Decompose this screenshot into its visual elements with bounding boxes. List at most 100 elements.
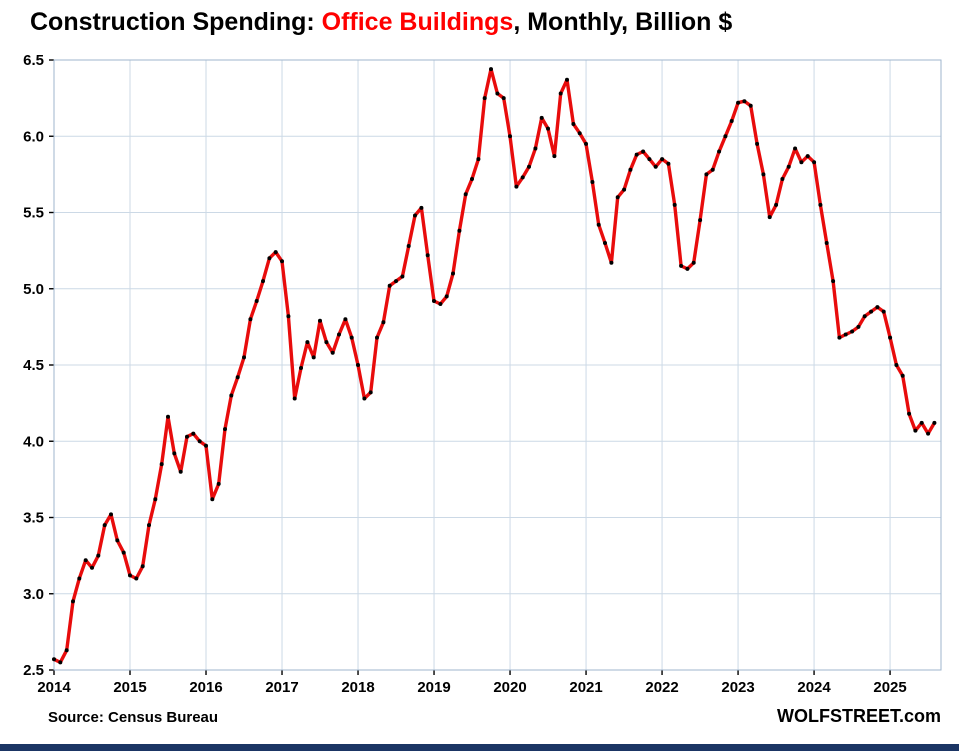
data-point	[577, 131, 582, 136]
data-point	[881, 309, 886, 314]
data-point	[178, 469, 183, 474]
data-point	[837, 335, 842, 340]
data-point	[172, 451, 177, 456]
data-point	[273, 250, 278, 255]
y-tick-label: 4.0	[23, 433, 44, 450]
data-point	[710, 167, 715, 172]
data-point	[647, 157, 652, 162]
data-point	[691, 260, 696, 265]
data-point	[729, 119, 734, 123]
data-point	[400, 274, 405, 279]
data-point	[451, 271, 455, 276]
data-point	[77, 576, 82, 581]
data-point	[660, 157, 665, 162]
x-tick-label: 2024	[797, 679, 831, 696]
data-point	[919, 420, 924, 425]
data-point	[704, 172, 709, 177]
chart-title: Construction Spending: Office Buildings,…	[30, 8, 732, 37]
x-tick-label: 2017	[265, 679, 298, 696]
data-point	[558, 91, 563, 96]
data-point	[862, 314, 867, 319]
data-point	[299, 366, 303, 370]
data-point	[280, 259, 284, 264]
data-point	[324, 340, 329, 345]
x-tick-label: 2025	[873, 679, 906, 696]
y-tick-label: 5.0	[23, 281, 44, 298]
data-point	[476, 157, 481, 162]
data-point	[539, 115, 544, 120]
y-tick-label: 3.5	[23, 510, 44, 527]
data-point	[261, 279, 265, 284]
data-point	[641, 149, 646, 154]
data-point	[843, 332, 848, 337]
data-point	[666, 161, 671, 166]
data-point	[349, 335, 354, 340]
data-point	[717, 149, 722, 154]
data-point	[926, 431, 931, 436]
data-point	[850, 329, 855, 334]
data-point	[761, 172, 766, 177]
data-point	[109, 512, 113, 517]
data-point	[767, 215, 772, 220]
x-tick-label: 2016	[189, 679, 222, 696]
x-tick-label: 2015	[113, 679, 146, 696]
data-point	[115, 538, 120, 543]
data-point	[210, 497, 215, 502]
data-point	[153, 497, 158, 502]
y-tick-label: 3.0	[23, 586, 44, 603]
data-point	[894, 363, 899, 367]
data-point	[235, 375, 240, 380]
data-point	[571, 122, 576, 126]
data-point	[628, 167, 633, 172]
chart-title-highlight: Office Buildings	[321, 8, 514, 36]
data-point	[223, 427, 227, 432]
data-point	[356, 363, 360, 367]
construction-spending-line-chart: 2.5 3.0 3.5 4.0 4.5 5.0 5.5 6.0 6.5 2014 2015 2016 2…	[23, 52, 942, 696]
data-point	[83, 558, 88, 563]
data-point	[90, 565, 94, 570]
data-point	[432, 299, 436, 303]
data-point	[932, 420, 937, 425]
data-point	[603, 241, 607, 245]
data-point	[337, 332, 341, 337]
data-point	[311, 355, 316, 360]
data-point	[875, 305, 880, 310]
data-point	[786, 164, 791, 169]
data-point	[679, 263, 684, 268]
x-tick-label: 2019	[417, 679, 450, 696]
source-note: Source: Census Bureau	[48, 709, 219, 726]
data-point	[286, 314, 291, 319]
x-tick-label: 2021	[569, 679, 602, 696]
data-point	[362, 396, 367, 401]
data-point	[520, 175, 525, 180]
data-point	[242, 355, 246, 360]
y-tick-label: 4.5	[23, 357, 44, 374]
data-point	[495, 91, 500, 96]
data-point	[900, 373, 905, 378]
data-point	[742, 99, 747, 104]
data-point	[609, 260, 614, 265]
x-tick-label: 2018	[341, 679, 374, 696]
data-point	[913, 428, 918, 433]
data-point	[413, 213, 417, 218]
x-tick-label: 2014	[37, 679, 71, 696]
data-point	[698, 218, 703, 223]
data-point	[527, 164, 531, 169]
data-point	[52, 657, 56, 662]
data-point	[185, 434, 189, 439]
data-point	[216, 481, 221, 486]
data-line	[52, 67, 937, 665]
data-point	[596, 222, 601, 227]
y-tick-label: 6.5	[23, 52, 44, 69]
data-point	[394, 279, 398, 284]
data-point	[748, 103, 753, 108]
data-point	[387, 283, 392, 288]
data-point	[653, 164, 658, 169]
data-point	[191, 431, 196, 436]
data-point	[812, 160, 817, 165]
y-tick-label: 6.0	[23, 128, 44, 145]
data-point	[140, 564, 145, 569]
data-point	[634, 152, 639, 157]
data-point	[672, 202, 677, 207]
